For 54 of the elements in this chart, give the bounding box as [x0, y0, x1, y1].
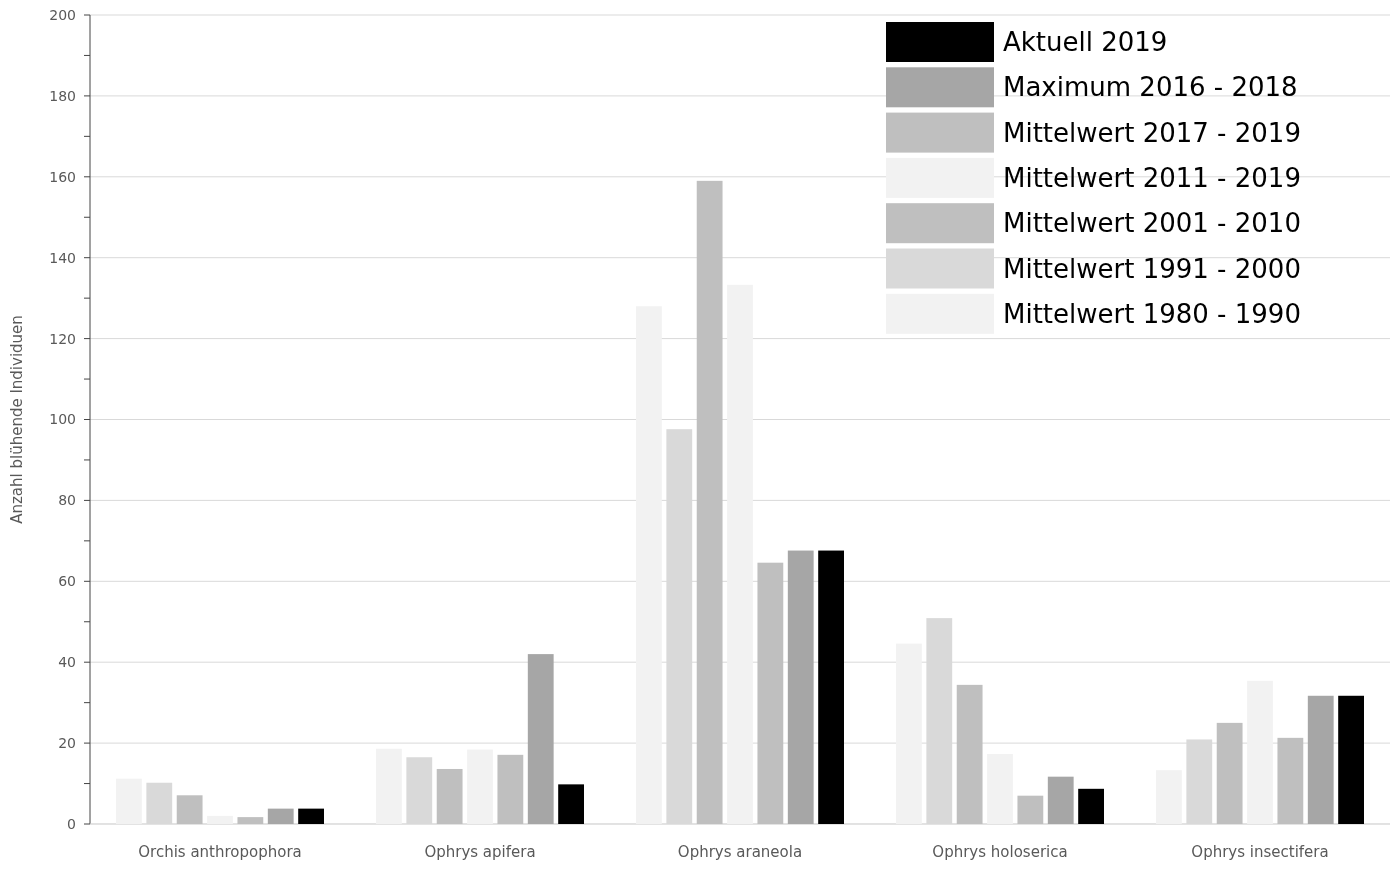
- legend-label: Mittelwert 2017 - 2019: [1003, 117, 1301, 148]
- legend-label: Mittelwert 1980 - 1990: [1003, 298, 1301, 329]
- bar: [436, 768, 463, 824]
- bar: [207, 815, 233, 824]
- legend-label: Aktuell 2019: [1003, 27, 1168, 58]
- bar: [896, 643, 922, 824]
- bar: [1017, 795, 1044, 824]
- bar: [1307, 695, 1334, 824]
- bar: [727, 284, 753, 824]
- bar: [497, 754, 524, 824]
- bar: [956, 684, 983, 824]
- x-tick-label: Ophrys araneola: [677, 843, 803, 861]
- y-tick-label: 0: [67, 815, 76, 832]
- bar: [1156, 770, 1182, 824]
- y-axis-title: Anzahl blühende Individuen: [8, 315, 26, 524]
- bar: [267, 808, 294, 824]
- bar: [237, 817, 264, 824]
- y-tick-label: 160: [49, 168, 76, 185]
- bar: [467, 749, 493, 824]
- bar: [1078, 788, 1104, 824]
- bar: [376, 748, 402, 824]
- x-tick-label: Orchis anthropophora: [138, 843, 302, 861]
- y-tick-label: 40: [58, 654, 76, 671]
- bar: [116, 778, 142, 824]
- x-tick-label: Ophrys insectifera: [1191, 843, 1329, 861]
- y-tick-label: 140: [49, 249, 76, 266]
- bar: [787, 550, 814, 824]
- legend-label: Mittelwert 1991 - 2000: [1003, 253, 1301, 284]
- y-tick-label: 60: [58, 573, 76, 590]
- bar: [1247, 680, 1273, 824]
- bar: [757, 562, 784, 824]
- bar: [527, 654, 554, 824]
- x-tick-label: Ophrys apifera: [424, 843, 536, 861]
- bar: [1338, 695, 1364, 824]
- y-tick-label: 120: [49, 330, 76, 347]
- bar: [636, 306, 662, 824]
- bar: [176, 795, 203, 824]
- legend-label: Maximum 2016 - 2018: [1003, 72, 1298, 103]
- bar: [696, 180, 723, 824]
- bar: [558, 784, 584, 824]
- y-tick-label: 20: [58, 735, 76, 751]
- y-tick-label: 200: [49, 6, 76, 23]
- y-tick-label: 180: [49, 87, 76, 104]
- bar: [818, 550, 844, 824]
- legend-label: Mittelwert 2011 - 2019: [1003, 163, 1301, 193]
- bar: [1047, 776, 1074, 824]
- bar: [1277, 737, 1304, 824]
- legend-label: Mittelwert 2001 - 2010: [1003, 208, 1301, 239]
- x-tick-label: Ophrys holoserica: [932, 843, 1068, 861]
- bar: [298, 808, 324, 824]
- y-tick-label: 100: [49, 411, 76, 428]
- bar: [987, 754, 1013, 824]
- bar: [1216, 722, 1243, 824]
- y-tick-label: 80: [58, 492, 76, 509]
